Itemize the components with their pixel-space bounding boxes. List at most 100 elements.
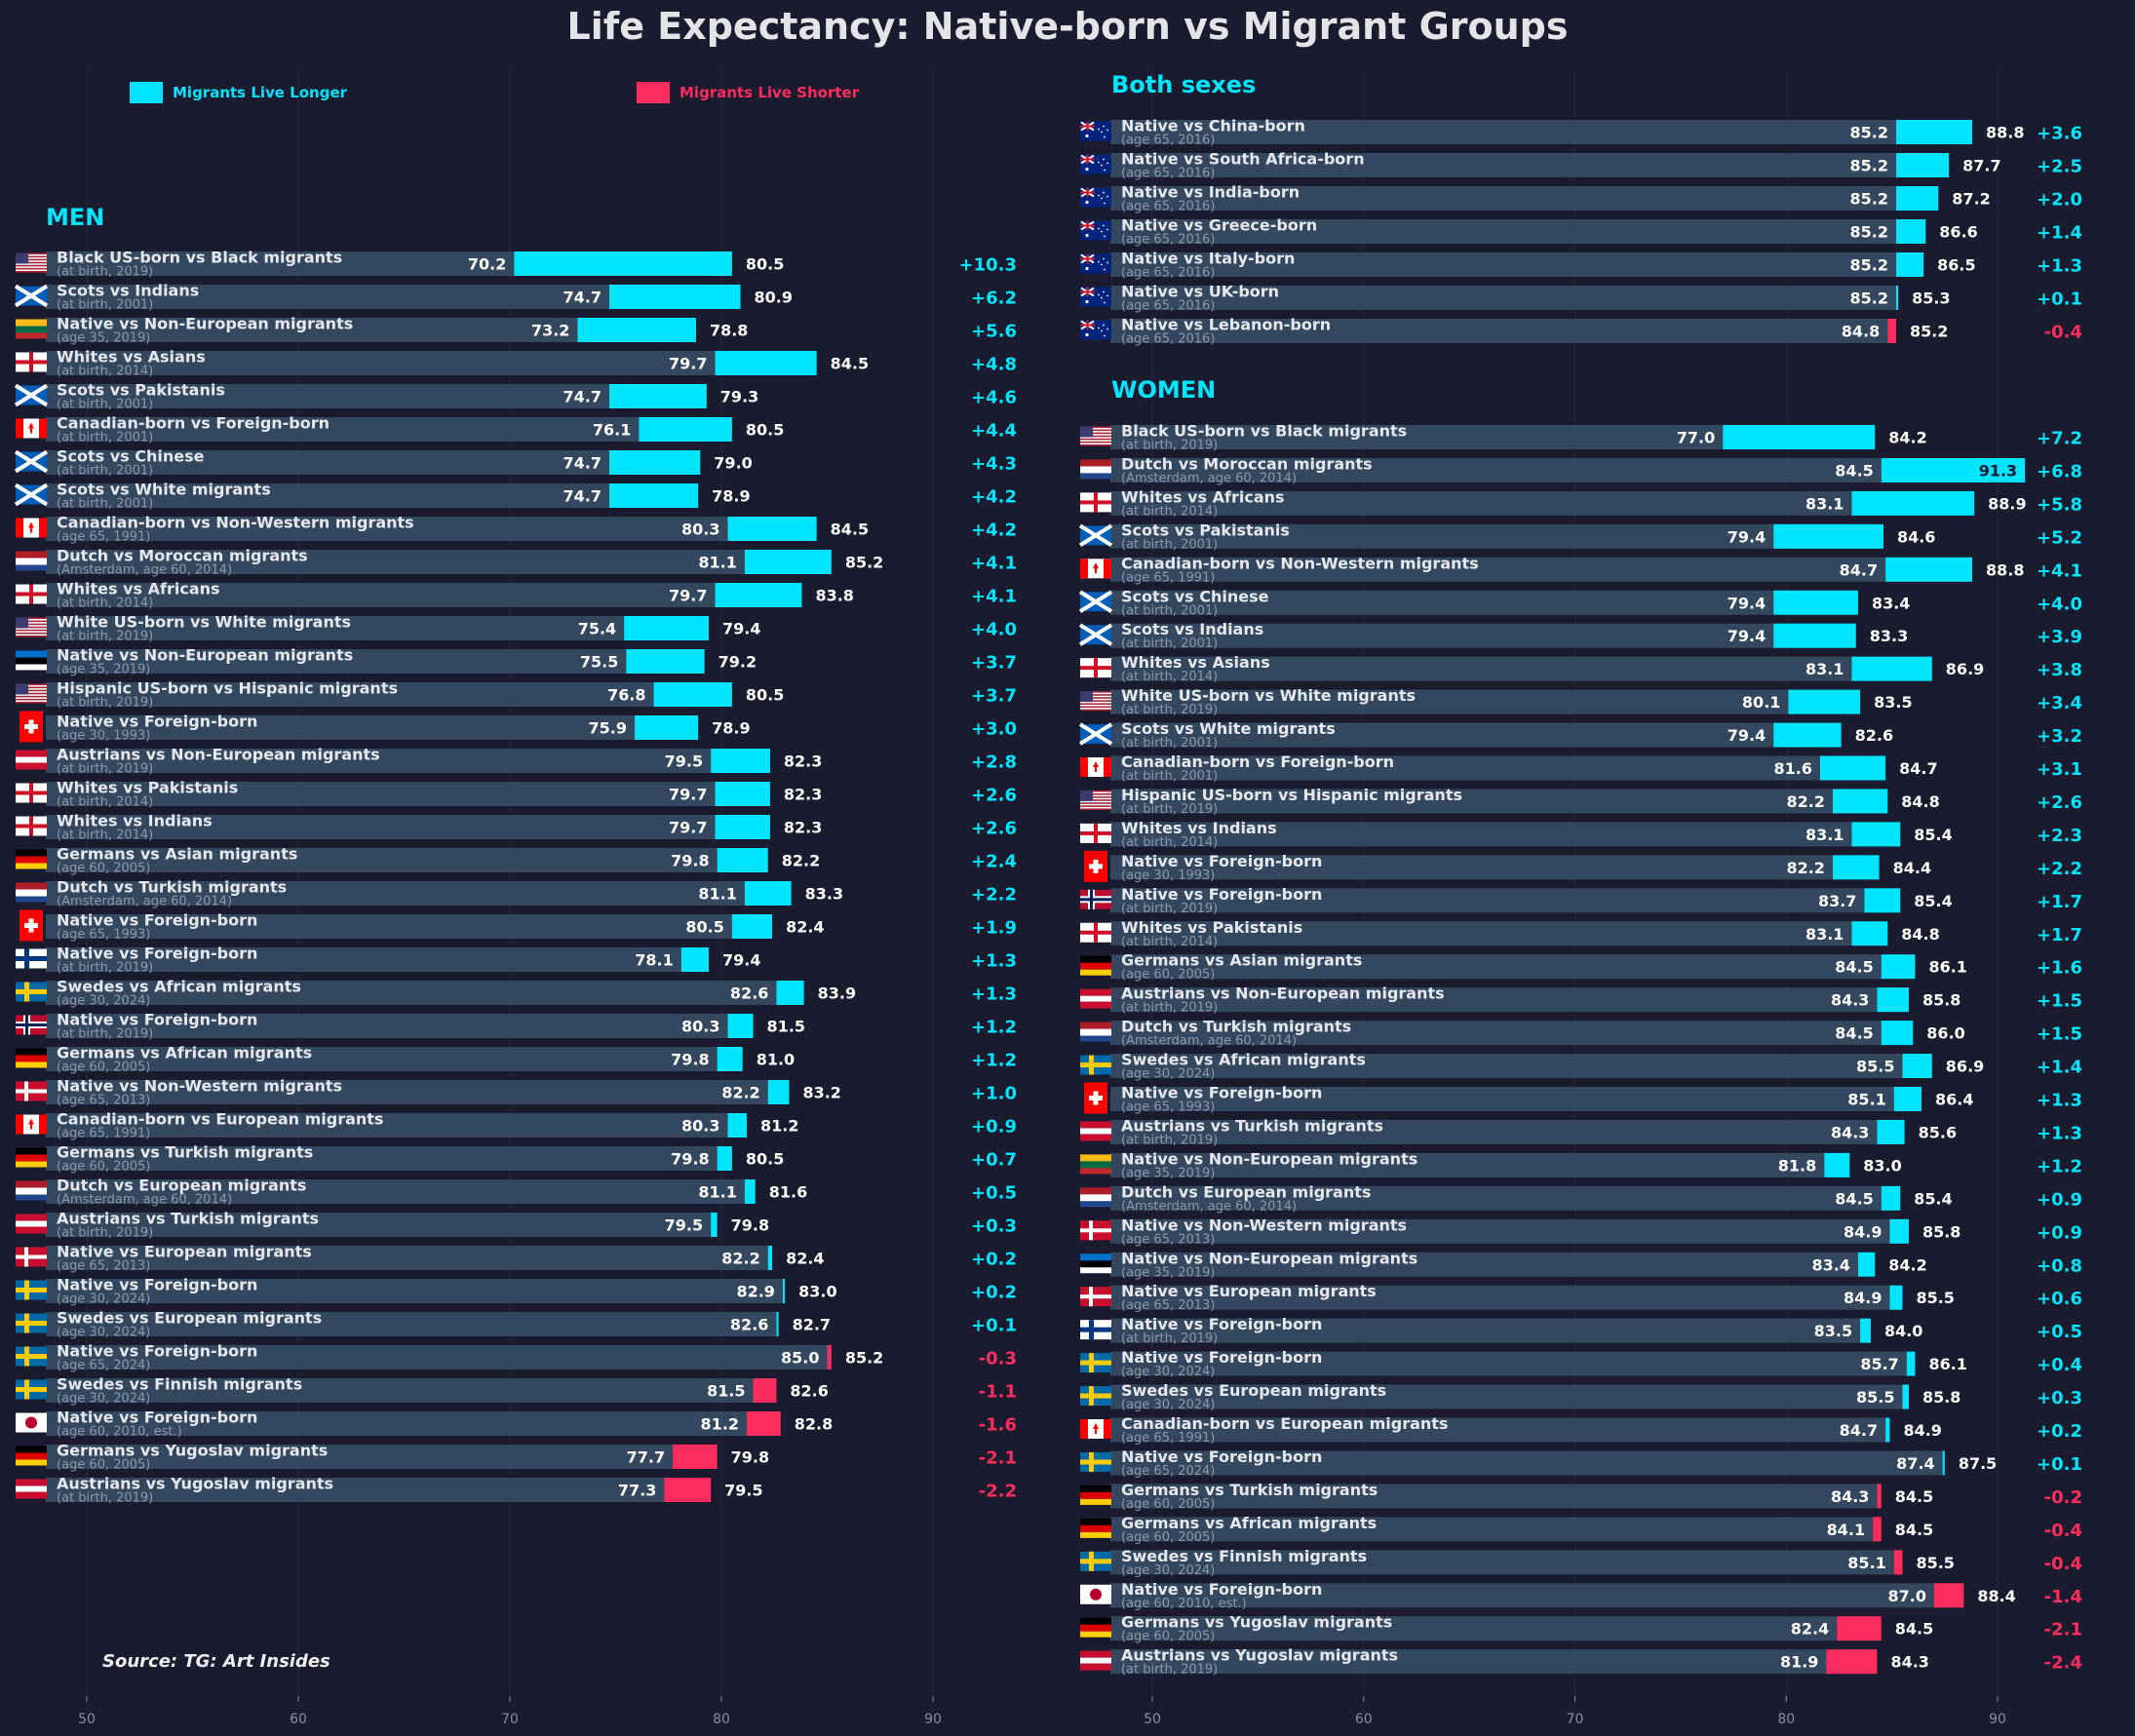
row-label: Swedes vs European migrants [1121,1381,1386,1400]
high-value-label: 84.5 [831,355,869,373]
canada-flag-icon [1080,1419,1111,1439]
flag-part [1080,692,1111,695]
flag-part [1080,466,1111,474]
flag-part [1101,197,1103,200]
austria-flag-icon [16,1214,47,1234]
gap-bar-longer [1860,1318,1871,1343]
row-sublabel: (at birth, 2014) [1121,670,1218,684]
flag-part [1080,438,1111,441]
gap-bar-longer [1773,722,1842,748]
gap-bar-longer [717,1047,743,1071]
flag-part [1080,799,1111,801]
row-label: Germans vs African migrants [1121,1514,1377,1532]
difference-label: +5.2 [2037,527,2082,548]
high-value-label: 88.9 [1988,494,2026,513]
row-label: Germans vs Turkish migrants [1121,1481,1378,1499]
low-value-label: 82.2 [1786,792,1824,811]
difference-label: +2.8 [971,752,1017,773]
table-row: Native vs Italy-born(age 65, 2016) 85.2 86… [1080,250,2082,281]
gap-bar-longer [1723,425,1876,449]
high-value-label: 78.9 [712,719,750,738]
x-tick-label: 60 [1355,1712,1373,1727]
table-row: Scots vs Pakistanis(at birth, 2001) 74.7 7… [14,381,1017,412]
table-row: Native vs Non-Western migrants(age 65, 2… [1080,1215,2082,1247]
flag-part [16,263,47,265]
row-label: Native vs European migrants [1121,1282,1377,1300]
flag-part [1080,1485,1111,1492]
row-background-bar [46,981,777,1005]
table-row: Dutch vs European migrants(Amsterdam, ag… [1080,1182,2082,1214]
germany-flag-icon [16,849,47,869]
low-value-label: 84.9 [1844,1289,1882,1307]
legend-label-shorter: Migrants Live Shorter [679,84,860,101]
row-background-bar [46,517,728,541]
difference-label: +4.4 [971,421,1017,442]
table-row: Canadian-born vs Non-Western migrants(ag… [1080,554,2082,585]
row-background-bar [46,1047,718,1071]
flag-part [1106,228,1108,231]
row-background-bar [46,483,609,508]
row-label: Native vs South Africa-born [1121,150,1365,169]
table-row: Germans vs African migrants(age 60, 2005… [1080,1514,2082,1545]
flag-part [16,619,47,621]
row-background-bar [46,351,716,375]
flag-part [28,1118,34,1130]
gap-bar-shorter [1877,1484,1882,1509]
gap-bar-longer [731,914,773,939]
high-value-label: 86.1 [1928,1355,1966,1373]
difference-label: +0.5 [971,1183,1017,1204]
flag-part [1080,691,1111,693]
low-value-label: 79.5 [665,752,703,771]
flag-part [16,1254,47,1259]
difference-label: +1.3 [2037,1091,2082,1111]
flag-part [16,551,47,559]
gap-bar-longer [626,649,705,674]
row-sublabel: (age 65, 1991) [1121,1431,1215,1446]
gap-bar-longer [1864,888,1901,913]
table-row: Austrians vs Non-European migrants(at bi… [1080,984,2082,1016]
row-sublabel: (at birth, 2001) [57,431,153,445]
difference-label: +0.7 [971,1150,1017,1171]
scotland-flag-icon [14,284,49,308]
difference-label: +4.0 [971,620,1017,640]
row-background-bar [46,251,515,276]
row-label: Whites vs Pakistanis [1121,918,1302,937]
flag-part [16,620,47,623]
low-value-label: 83.4 [1811,1255,1849,1274]
flag-part [1090,1588,1102,1601]
table-row: Native vs Non-European migrants(age 35, … [1080,1149,2082,1180]
flag-part [1085,134,1089,138]
table-row: Scots vs Indians(at birth, 2001) 74.7 80.9… [14,282,1017,313]
flag-part [1080,797,1111,800]
row-background-bar [1110,1252,1858,1277]
row-background-bar [46,1246,768,1270]
row-background-bar [46,881,745,906]
norway-flag-icon [16,1015,47,1035]
germany-flag-icon [16,1147,47,1168]
flag-part [1080,930,1111,935]
high-value-label: 84.8 [1901,792,1939,811]
low-value-label: 84.3 [1831,1487,1869,1506]
low-value-label: 84.3 [1831,1123,1869,1141]
flag-part [16,650,47,658]
row-background-bar [1110,1450,1943,1476]
gap-bar-longer [1832,855,1880,880]
flag-part [1103,224,1105,227]
row-label: Native vs Foreign-born [57,1011,257,1029]
high-value-label: 87.5 [1959,1454,1997,1473]
flag-part [16,1479,47,1486]
row-sublabel: (Amsterdam, age 60, 2014) [1121,1199,1297,1214]
flag-part [1080,1022,1111,1029]
flag-part [1080,1498,1111,1505]
row-sublabel: (at birth, 2001) [1121,537,1218,552]
high-value-label: 85.2 [845,554,883,572]
flag-part [1080,706,1111,709]
difference-label: +0.9 [2037,1189,2082,1210]
row-label: Native vs Foreign-born [57,1408,257,1427]
denmark-flag-icon [16,1247,47,1267]
gap-bar-longer [1851,656,1932,681]
low-value-label: 74.7 [563,454,602,473]
gap-bar-longer [1902,1384,1909,1409]
flag-part [1080,1254,1111,1261]
flag-part [1080,1194,1111,1202]
